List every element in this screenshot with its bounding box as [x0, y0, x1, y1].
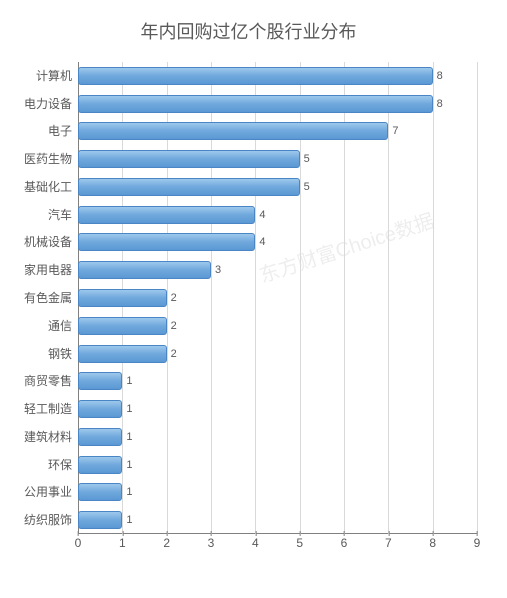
- y-axis-label: 通信: [8, 316, 78, 336]
- bar: [78, 511, 122, 529]
- bar-value-label: 1: [126, 427, 132, 447]
- x-tick-label: 0: [75, 536, 82, 550]
- y-axis-label: 纺织服饰: [8, 510, 78, 530]
- bar-row: 汽车4: [78, 205, 477, 225]
- plot-area: 东方财富Choice数据 0123456789计算机8电力设备8电子7医药生物5…: [78, 62, 477, 562]
- y-axis-label: 钢铁: [8, 344, 78, 364]
- bar-row: 纺织服饰1: [78, 510, 477, 530]
- bar: [78, 456, 122, 474]
- x-tick-mark: [433, 531, 434, 536]
- x-tick-mark: [122, 531, 123, 536]
- bar-row: 机械设备4: [78, 232, 477, 252]
- bar-row: 医药生物5: [78, 149, 477, 169]
- bar-value-label: 1: [126, 371, 132, 391]
- x-tick-label: 9: [474, 536, 481, 550]
- x-axis: 0123456789: [78, 534, 477, 562]
- chart-title: 年内回购过亿个股行业分布: [10, 18, 487, 44]
- y-axis-label: 有色金属: [8, 288, 78, 308]
- grid-line: [477, 62, 478, 534]
- bar: [78, 122, 388, 140]
- bar-row: 基础化工5: [78, 177, 477, 197]
- y-axis-label: 家用电器: [8, 260, 78, 280]
- bar-value-label: 1: [126, 399, 132, 419]
- y-axis-label: 汽车: [8, 205, 78, 225]
- bar: [78, 317, 167, 335]
- bar-row: 建筑材料1: [78, 427, 477, 447]
- y-axis-label: 建筑材料: [8, 427, 78, 447]
- bar-row: 通信2: [78, 316, 477, 336]
- bar-value-label: 2: [171, 316, 177, 336]
- y-axis-label: 机械设备: [8, 232, 78, 252]
- y-axis-label: 商贸零售: [8, 371, 78, 391]
- y-axis-label: 公用事业: [8, 482, 78, 502]
- bar-row: 商贸零售1: [78, 371, 477, 391]
- bar-row: 有色金属2: [78, 288, 477, 308]
- y-axis-label: 轻工制造: [8, 399, 78, 419]
- x-tick-mark: [344, 531, 345, 536]
- bar-row: 家用电器3: [78, 260, 477, 280]
- bar-value-label: 5: [304, 149, 310, 169]
- y-axis-label: 环保: [8, 455, 78, 475]
- bar: [78, 95, 433, 113]
- bar: [78, 233, 255, 251]
- bar-value-label: 8: [437, 66, 443, 86]
- bar-row: 公用事业1: [78, 482, 477, 502]
- bar-row: 钢铁2: [78, 344, 477, 364]
- bar-row: 电力设备8: [78, 94, 477, 114]
- x-tick-label: 1: [119, 536, 126, 550]
- x-tick-label: 7: [385, 536, 392, 550]
- bar-value-label: 1: [126, 510, 132, 530]
- y-axis-label: 基础化工: [8, 177, 78, 197]
- bar: [78, 67, 433, 85]
- bar-value-label: 7: [392, 121, 398, 141]
- bar: [78, 150, 300, 168]
- x-tick-mark: [477, 531, 478, 536]
- x-tick-label: 6: [341, 536, 348, 550]
- bar-value-label: 5: [304, 177, 310, 197]
- bar: [78, 261, 211, 279]
- y-axis-label: 电力设备: [8, 94, 78, 114]
- bar-value-label: 2: [171, 288, 177, 308]
- bar: [78, 372, 122, 390]
- chart-container: 年内回购过亿个股行业分布 东方财富Choice数据 0123456789计算机8…: [0, 0, 507, 598]
- x-tick-label: 5: [296, 536, 303, 550]
- x-tick-mark: [300, 531, 301, 536]
- y-axis-label: 医药生物: [8, 149, 78, 169]
- bar-value-label: 1: [126, 482, 132, 502]
- bar-value-label: 1: [126, 455, 132, 475]
- x-tick-label: 3: [208, 536, 215, 550]
- bar-value-label: 3: [215, 260, 221, 280]
- bar-value-label: 4: [259, 232, 265, 252]
- x-tick-label: 4: [252, 536, 259, 550]
- bar: [78, 178, 300, 196]
- x-tick-mark: [388, 531, 389, 536]
- bar: [78, 289, 167, 307]
- bar-row: 轻工制造1: [78, 399, 477, 419]
- bar-row: 计算机8: [78, 66, 477, 86]
- x-tick-label: 2: [163, 536, 170, 550]
- bar-row: 环保1: [78, 455, 477, 475]
- x-tick-mark: [167, 531, 168, 536]
- bar: [78, 206, 255, 224]
- y-axis-label: 电子: [8, 121, 78, 141]
- bar-value-label: 4: [259, 205, 265, 225]
- bar: [78, 400, 122, 418]
- x-tick-label: 8: [429, 536, 436, 550]
- x-tick-mark: [211, 531, 212, 536]
- bar: [78, 428, 122, 446]
- x-tick-mark: [255, 531, 256, 536]
- bar-row: 电子7: [78, 121, 477, 141]
- bar-value-label: 8: [437, 94, 443, 114]
- bar: [78, 483, 122, 501]
- bar-value-label: 2: [171, 344, 177, 364]
- bar: [78, 345, 167, 363]
- x-tick-mark: [78, 531, 79, 536]
- y-axis-label: 计算机: [8, 66, 78, 86]
